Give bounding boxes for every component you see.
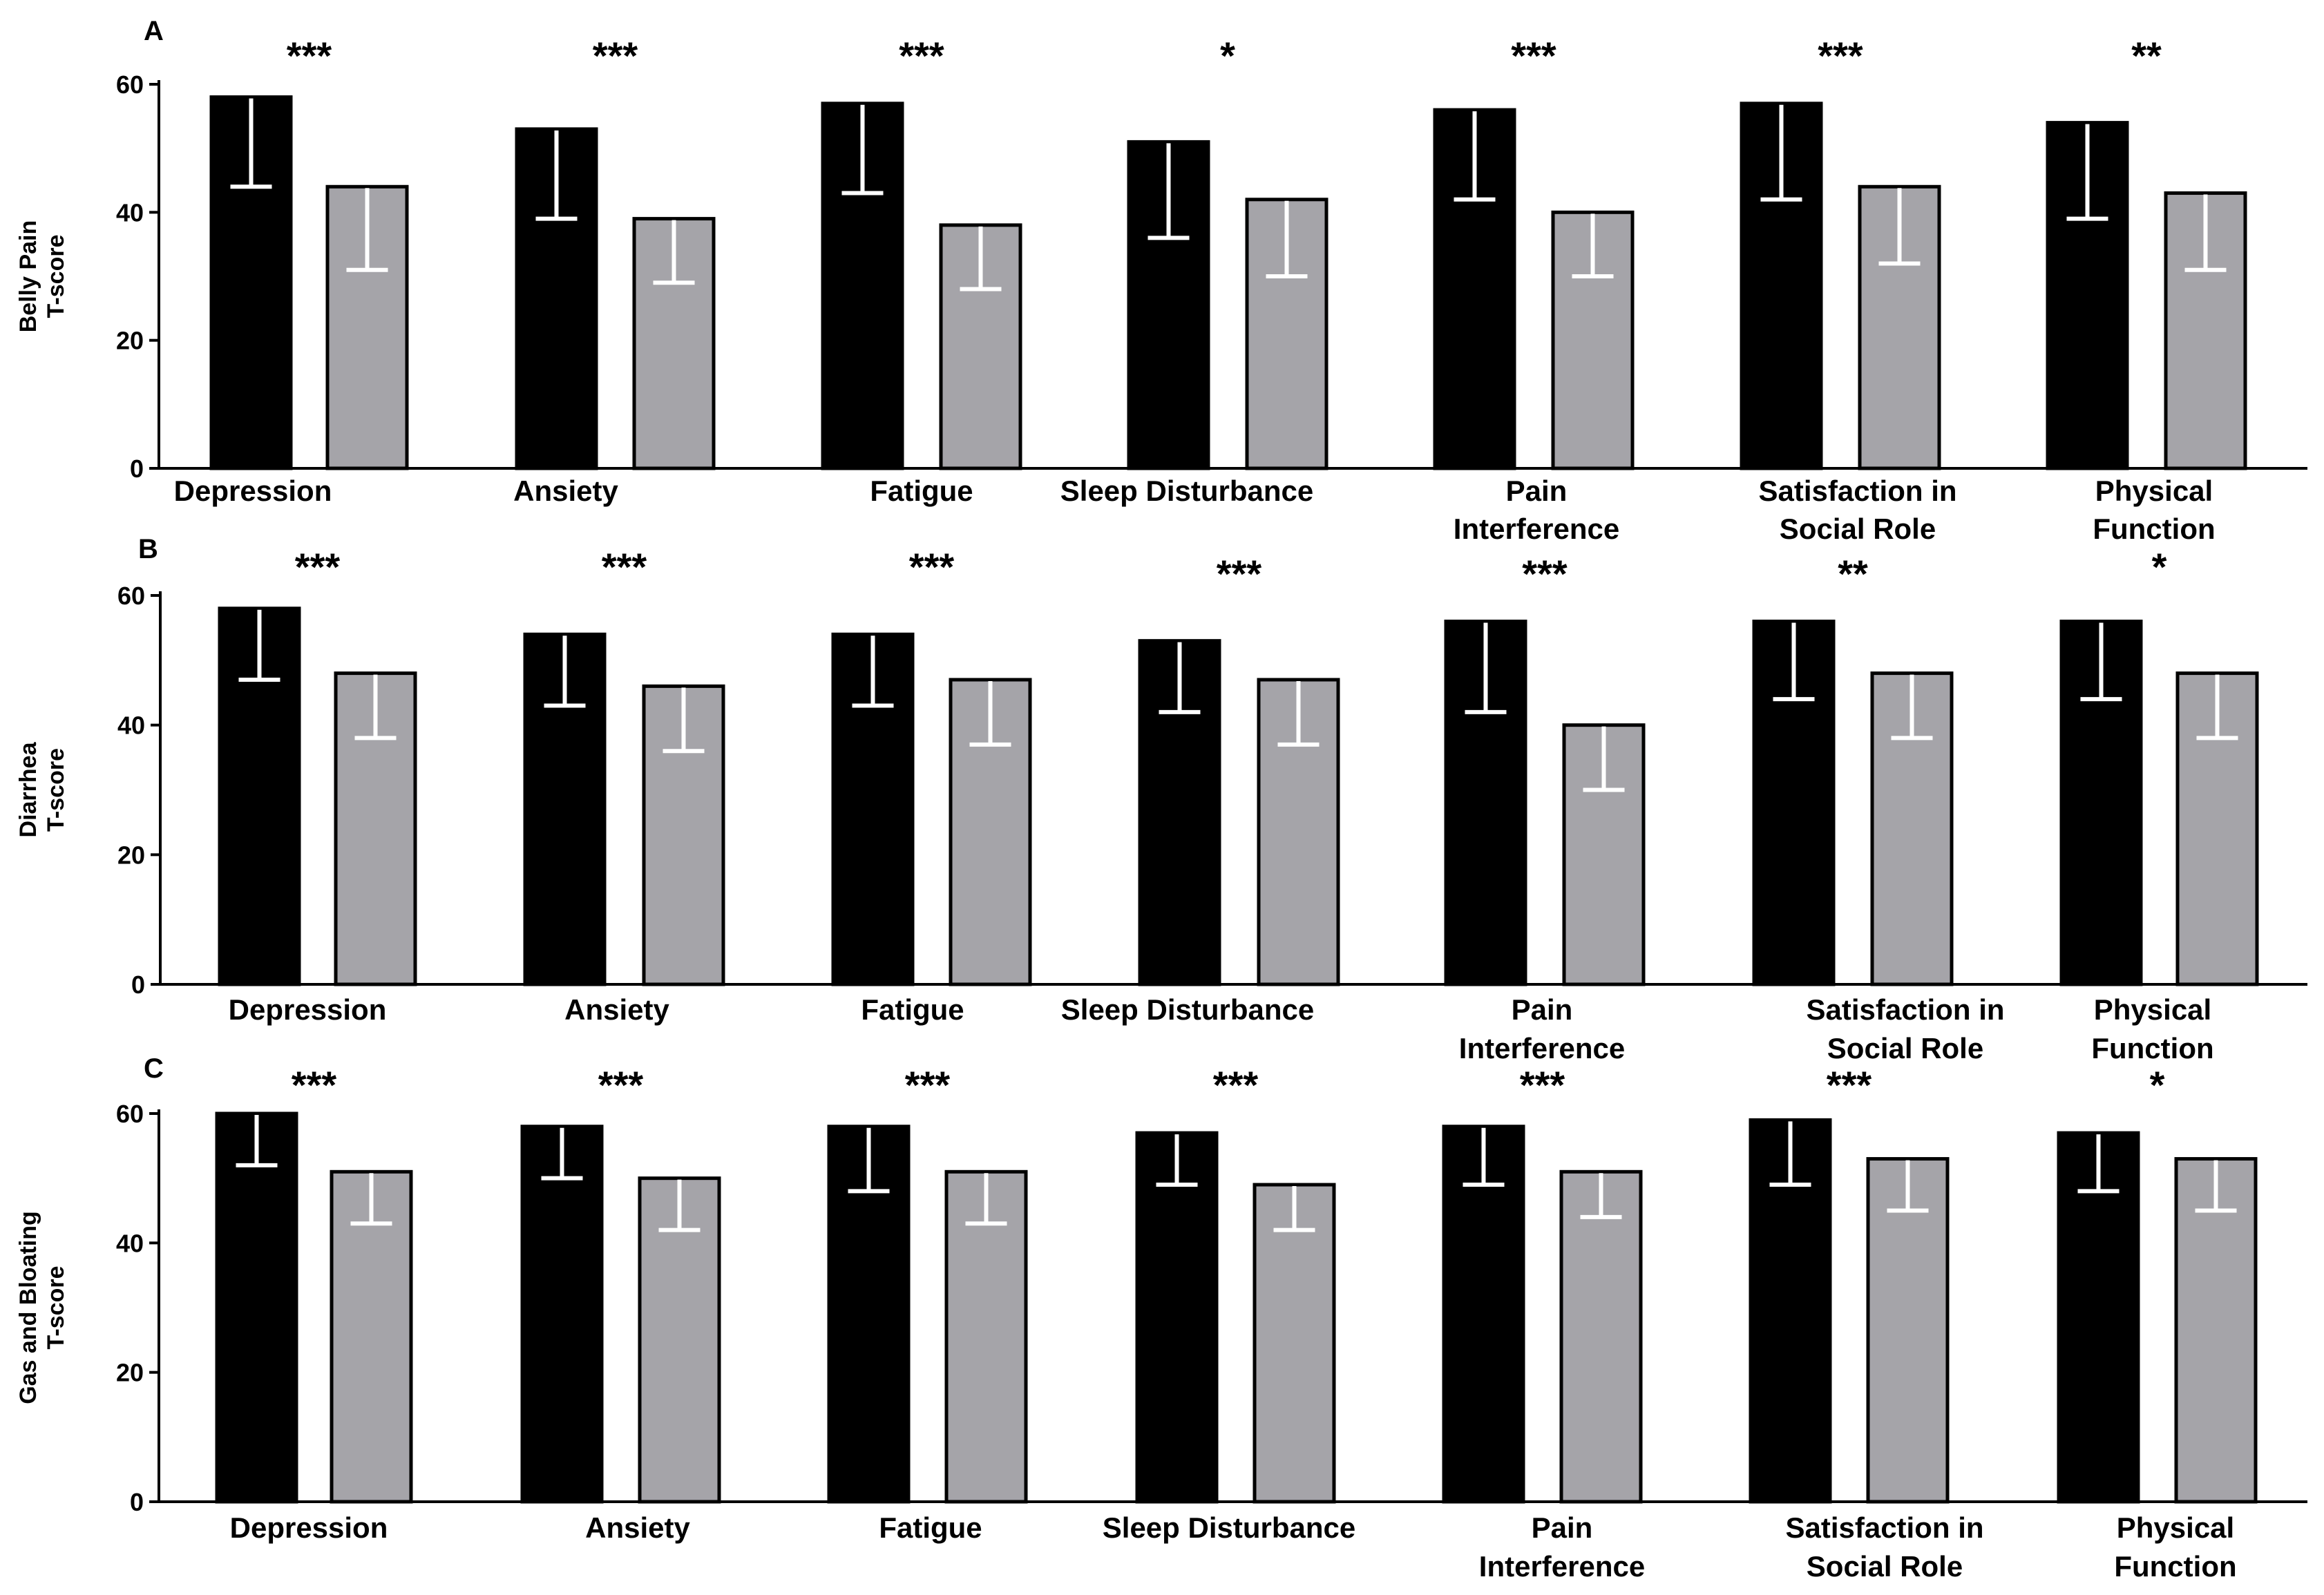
y-tick-label: 60 [116,70,144,99]
significance-marker: *** [899,34,944,77]
significance-marker: *** [905,1063,951,1107]
panel-letter: A [144,16,164,46]
significance-marker: *** [292,1063,337,1107]
bar-group2 [2174,1157,2258,1504]
y-axis-label: T-score [43,235,69,318]
significance-marker: *** [1818,34,1863,77]
category-label: Sleep Disturbance [1103,1511,1355,1544]
y-tick-label: 60 [116,1100,144,1128]
y-axis-label: T-score [43,748,69,832]
category-label: Social Role [1780,513,1936,545]
bar-group2 [944,1169,1028,1504]
bar-group2 [330,1169,413,1504]
bar-group2 [1866,1157,1950,1504]
category-label: Fatigue [861,993,964,1026]
bar-group1 [821,102,904,470]
panel-letter: B [138,534,158,564]
significance-marker: *** [1522,552,1568,595]
bar-group2 [1559,1169,1643,1504]
y-tick-label: 20 [116,1359,144,1387]
bar-group2 [632,217,716,470]
category-label: Interference [1459,1032,1625,1064]
category-label: Fatigue [870,475,973,507]
panel-letter: C [144,1053,164,1084]
category-label: Sleep Disturbance [1060,475,1313,507]
y-tick-label: 60 [117,582,145,610]
category-label: Sleep Disturbance [1061,993,1314,1026]
category-label: Interference [1479,1550,1645,1583]
significance-marker: *** [1213,1063,1259,1107]
category-label: Depression [174,475,332,507]
category-label: Social Role [1807,1550,1963,1583]
category-label: Ansiety [564,993,669,1026]
significance-marker: * [1220,34,1235,77]
y-tick-label: 20 [116,327,144,355]
significance-marker: * [2152,545,2167,589]
category-label: Ansiety [585,1511,690,1544]
y-tick-label: 40 [117,711,145,740]
category-label: Function [2093,513,2215,545]
y-axis-label: Belly Pain [15,220,41,333]
significance-marker: ** [2131,34,2162,77]
category-label: Pain [1532,1511,1593,1544]
category-label: Fatigue [879,1511,982,1544]
significance-marker: ** [1838,552,1868,595]
bar-group1 [2059,620,2143,986]
category-label: Social Role [1827,1032,1983,1064]
bar-group1 [1442,1125,1525,1504]
bar-group1 [215,1111,298,1504]
significance-marker: * [2150,1063,2165,1107]
category-label: Function [2114,1550,2236,1583]
y-tick-label: 0 [130,1488,144,1516]
significance-marker: *** [598,1063,644,1107]
y-axis-label: Diarrhea [15,741,41,837]
significance-marker: *** [295,545,341,589]
y-tick-label: 0 [130,455,144,483]
category-label: Physical [2094,993,2211,1026]
bar-group1 [1138,639,1221,986]
category-label: Pain [1512,993,1573,1026]
category-label: Physical [2117,1511,2234,1544]
significance-marker: *** [1217,552,1262,595]
bar-group1 [520,1125,604,1504]
bar-group2 [1245,198,1328,470]
significance-marker: *** [909,545,955,589]
category-label: Satisfaction in [1758,475,1956,507]
significance-marker: *** [1827,1063,1872,1107]
bar-group2 [1253,1183,1336,1504]
bar-group1 [218,607,301,986]
category-label: Satisfaction in [1785,1511,1983,1544]
y-tick-label: 40 [116,1229,144,1257]
significance-marker: *** [1520,1063,1565,1107]
category-label: Function [2091,1032,2213,1064]
bar-group1 [2057,1131,2140,1504]
category-label: Satisfaction in [1806,993,2004,1026]
y-tick-label: 40 [116,198,144,227]
significance-marker: *** [1511,34,1556,77]
significance-marker: *** [602,545,647,589]
y-axis-label: T-score [43,1266,69,1350]
category-label: Interference [1454,513,1619,545]
category-label: Depression [230,1511,388,1544]
y-tick-label: 0 [131,971,145,999]
category-label: Pain [1506,475,1568,507]
category-label: Depression [229,993,387,1026]
category-label: Ansiety [513,475,618,507]
y-axis-label: Gas and Bloating [15,1211,41,1404]
y-tick-label: 20 [117,841,145,869]
bar-group1 [1135,1131,1219,1504]
significance-marker: *** [287,34,332,77]
bar-group2 [2164,191,2247,470]
significance-marker: *** [593,34,638,77]
bar-group2 [638,1176,721,1504]
category-label: Physical [2095,475,2213,507]
